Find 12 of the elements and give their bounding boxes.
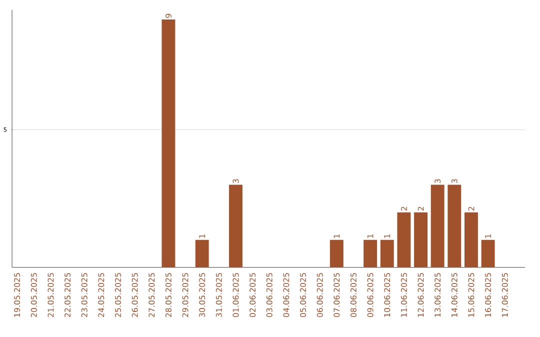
bar bbox=[195, 240, 209, 268]
bar bbox=[364, 240, 378, 268]
bar bbox=[414, 212, 428, 268]
bar bbox=[481, 240, 495, 268]
bar bbox=[162, 20, 176, 268]
bar bbox=[464, 212, 478, 268]
bar bbox=[430, 184, 444, 268]
bar bbox=[380, 240, 394, 268]
bar bbox=[229, 184, 242, 268]
bar bbox=[330, 240, 344, 268]
bar bbox=[397, 212, 411, 268]
bar bbox=[448, 184, 462, 268]
